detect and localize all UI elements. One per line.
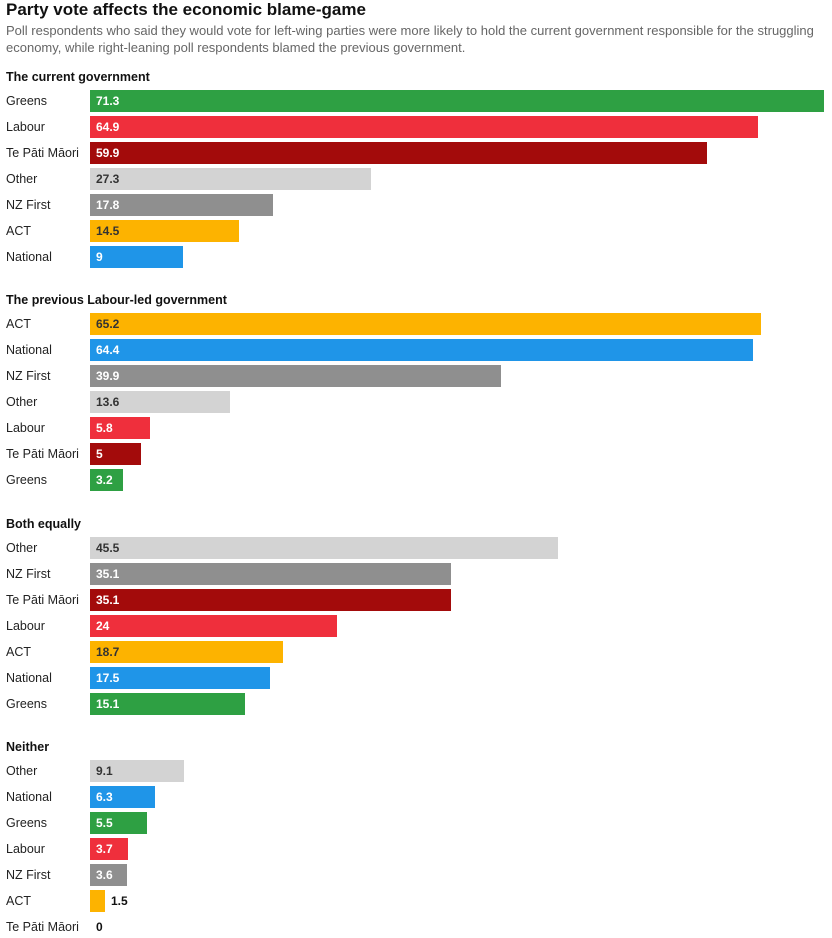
bar <box>90 786 155 808</box>
category-label: Te Pāti Māori <box>6 593 79 607</box>
bar <box>90 641 283 663</box>
value-label: 0 <box>96 920 103 934</box>
bar <box>90 864 127 886</box>
value-label: 24 <box>96 619 110 633</box>
value-label: 18.7 <box>96 645 120 659</box>
value-label: 14.5 <box>96 224 120 238</box>
bar <box>90 589 451 611</box>
category-label: NZ First <box>6 198 51 212</box>
value-label: 71.3 <box>96 94 120 108</box>
category-label: ACT <box>6 317 31 331</box>
value-label: 15.1 <box>96 697 120 711</box>
category-label: ACT <box>6 645 31 659</box>
value-label: 6.3 <box>96 790 113 804</box>
bar <box>90 339 753 361</box>
bar <box>90 615 337 637</box>
value-label: 35.1 <box>96 567 120 581</box>
value-label: 65.2 <box>96 317 120 331</box>
value-label: 5.8 <box>96 421 113 435</box>
value-label: 59.9 <box>96 146 120 160</box>
bar <box>90 313 761 335</box>
category-label: Greens <box>6 816 47 830</box>
value-label: 45.5 <box>96 541 120 555</box>
bar <box>90 194 273 216</box>
bar <box>90 443 141 465</box>
bar <box>90 220 239 242</box>
value-label: 5 <box>96 447 103 461</box>
value-label: 9 <box>96 250 103 264</box>
bar <box>90 693 245 715</box>
category-label: ACT <box>6 894 31 908</box>
category-label: National <box>6 250 52 264</box>
category-label: Te Pāti Māori <box>6 920 79 934</box>
category-label: Te Pāti Māori <box>6 146 79 160</box>
chart-subtitle: Poll respondents who said they would vot… <box>6 23 814 55</box>
panel-title: The previous Labour-led government <box>6 293 227 307</box>
bar <box>90 142 707 164</box>
category-label: NZ First <box>6 567 51 581</box>
value-label: 64.4 <box>96 343 120 357</box>
value-label: 3.7 <box>96 842 113 856</box>
category-label: NZ First <box>6 868 51 882</box>
value-label: 1.5 <box>111 894 128 908</box>
category-label: Greens <box>6 697 47 711</box>
category-label: Labour <box>6 120 45 134</box>
category-label: Other <box>6 541 38 555</box>
bar <box>90 890 105 912</box>
panel-title: The current government <box>6 70 150 84</box>
value-label: 17.8 <box>96 198 120 212</box>
chart-title: Party vote affects the economic blame-ga… <box>6 0 366 19</box>
category-label: Labour <box>6 421 45 435</box>
bar <box>90 391 230 413</box>
bar <box>90 667 270 689</box>
bar <box>90 116 758 138</box>
bar <box>90 417 150 439</box>
value-label: 13.6 <box>96 395 120 409</box>
value-label: 9.1 <box>96 764 113 778</box>
category-label: NZ First <box>6 369 51 383</box>
value-label: 39.9 <box>96 369 120 383</box>
value-label: 3.2 <box>96 473 113 487</box>
value-label: 27.3 <box>96 172 120 186</box>
category-label: National <box>6 790 52 804</box>
bar <box>90 838 128 860</box>
bar <box>90 537 558 559</box>
bar <box>90 469 123 491</box>
category-label: Labour <box>6 619 45 633</box>
bar <box>90 168 371 190</box>
category-label: Greens <box>6 94 47 108</box>
panel-title: Both equally <box>6 517 82 531</box>
category-label: National <box>6 671 52 685</box>
category-label: Labour <box>6 842 45 856</box>
bar <box>90 760 184 782</box>
category-label: ACT <box>6 224 31 238</box>
value-label: 5.5 <box>96 816 113 830</box>
category-label: Other <box>6 764 38 778</box>
bar <box>90 812 147 834</box>
category-label: Greens <box>6 473 47 487</box>
bar <box>90 90 824 112</box>
category-label: National <box>6 343 52 357</box>
category-label: Other <box>6 395 38 409</box>
bar <box>90 365 501 387</box>
category-label: Te Pāti Māori <box>6 447 79 461</box>
panel-title: Neither <box>6 740 50 754</box>
value-label: 35.1 <box>96 593 120 607</box>
bar <box>90 563 451 585</box>
category-label: Other <box>6 172 38 186</box>
value-label: 64.9 <box>96 120 120 134</box>
value-label: 3.6 <box>96 868 113 882</box>
bar <box>90 246 183 268</box>
value-label: 17.5 <box>96 671 120 685</box>
